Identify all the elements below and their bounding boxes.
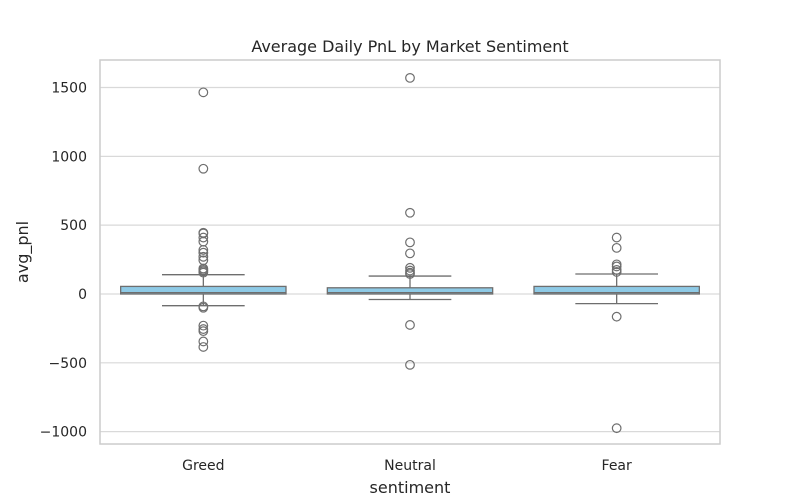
boxes	[120, 72, 700, 434]
outlier-point	[405, 72, 415, 83]
outlier-point	[405, 262, 415, 273]
x-tick-label: Neutral	[384, 458, 436, 474]
outlier-point	[405, 269, 415, 279]
outlier-point	[198, 336, 209, 347]
outlier-point	[198, 342, 209, 352]
y-axis-label: avg_pnl	[13, 221, 33, 283]
grid-lines	[100, 86, 720, 433]
plot-frame	[99, 59, 721, 445]
outlier-point	[611, 267, 622, 277]
outlier-point	[611, 423, 622, 434]
outlier-point	[198, 245, 209, 255]
outlier-point	[198, 87, 209, 98]
y-tick-label: 0	[78, 287, 87, 303]
outlier-point	[198, 232, 209, 243]
box-group-greed	[120, 87, 287, 352]
outlier-point	[611, 311, 622, 322]
outlier-point	[405, 248, 415, 259]
x-axis-label: sentiment	[370, 478, 451, 497]
outlier-point	[198, 163, 209, 174]
iqr-box	[326, 287, 494, 295]
outlier-point	[405, 359, 415, 370]
x-tick-label: Greed	[182, 458, 224, 474]
outlier-point	[198, 251, 209, 262]
outlier-point	[611, 242, 622, 253]
y-tick-label: 1500	[51, 81, 87, 97]
y-tick-label: 1000	[51, 149, 87, 165]
x-tick-label: Fear	[602, 458, 632, 474]
outlier-point	[405, 207, 415, 218]
outlier-point	[611, 261, 622, 272]
box-group-neutral	[326, 72, 494, 370]
chart-title: Average Daily PnL by Market Sentiment	[251, 37, 568, 56]
outlier-point	[198, 247, 209, 258]
y-tick-label: 500	[60, 218, 87, 234]
outlier-point	[405, 237, 415, 248]
iqr-box	[120, 285, 287, 295]
y-tick-label: −500	[49, 356, 87, 372]
iqr-box	[533, 285, 700, 295]
outlier-point	[198, 267, 209, 278]
outlier-point	[198, 302, 209, 313]
outlier-point	[198, 320, 209, 331]
outlier-point	[405, 320, 415, 330]
outlier-point	[611, 232, 622, 243]
outlier-point	[198, 326, 209, 337]
tick-labels: −1000 −500 0 500 1000 1500 Greed Neutral Fear	[40, 81, 632, 474]
box-group-fear	[533, 232, 700, 434]
y-tick-label: −1000	[40, 425, 87, 441]
